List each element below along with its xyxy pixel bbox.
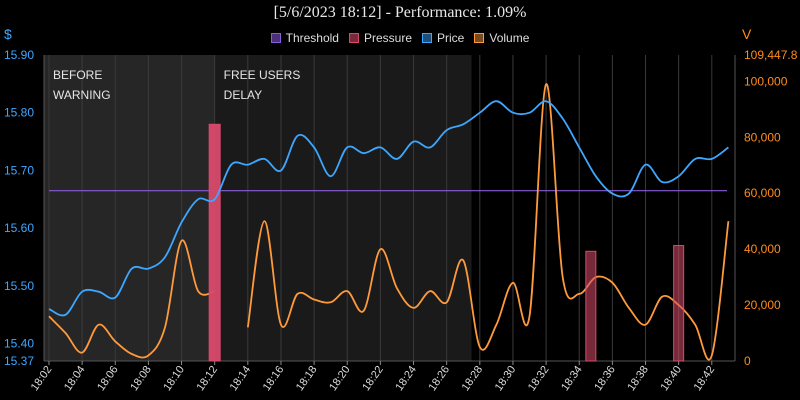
y-left-tick-label-2: 15.50 xyxy=(4,279,34,293)
x-tick-label-18: 18:38 xyxy=(625,364,651,393)
region-label-0-0: BEFORE xyxy=(53,68,102,82)
legend-item-volume[interactable]: Volume xyxy=(474,31,529,45)
legend-item-price[interactable]: Price xyxy=(422,31,464,45)
y-left-tick-label-0: 15.37 xyxy=(4,354,34,368)
y-right-tick-label-0: 0 xyxy=(744,354,751,368)
chart-title: [5/6/2023 18:12] - Performance: 1.09% xyxy=(273,4,527,21)
legend-swatch-pressure xyxy=(348,33,359,43)
x-tick-label-14: 18:30 xyxy=(493,364,519,393)
x-tick-label-20: 18:42 xyxy=(692,364,718,393)
y-right-tick-label-2: 40,000 xyxy=(744,242,781,256)
region-1 xyxy=(214,55,472,361)
x-tick-label-8: 18:18 xyxy=(294,364,320,393)
y-right-unit: V xyxy=(742,26,752,42)
x-tick-label-9: 18:20 xyxy=(327,364,353,393)
legend-label-price: Price xyxy=(437,31,465,45)
x-tick-label-15: 18:32 xyxy=(526,364,552,393)
legend: Threshold Pressure Price Volume xyxy=(0,31,800,45)
x-tick-label-0: 18:02 xyxy=(29,364,55,393)
y-right-tick-label-6: 109,447.8 xyxy=(744,48,798,62)
y-left-tick-label-3: 15.60 xyxy=(4,221,34,235)
x-tick-label-16: 18:34 xyxy=(559,364,585,393)
x-tick-label-17: 18:36 xyxy=(592,364,618,393)
pressure-bar-0 xyxy=(208,123,221,362)
y-right-tick-label-1: 20,000 xyxy=(744,298,781,312)
y-left-unit: $ xyxy=(4,26,12,42)
x-tick-label-3: 18:08 xyxy=(128,364,154,393)
x-tick-label-5: 18:12 xyxy=(195,364,221,393)
legend-label-volume: Volume xyxy=(489,31,530,45)
y-right-tick-label-3: 60,000 xyxy=(744,186,781,200)
x-tick-label-1: 18:04 xyxy=(62,364,88,393)
legend-item-pressure[interactable]: Pressure xyxy=(348,31,413,45)
x-tick-label-6: 18:14 xyxy=(228,364,254,393)
pressure-bar-2 xyxy=(673,245,685,362)
region-label-1-0: FREE USERS xyxy=(224,68,301,82)
pressure-bar-1 xyxy=(585,250,597,362)
region-0 xyxy=(44,55,215,361)
legend-label-pressure: Pressure xyxy=(363,31,413,45)
legend-swatch-volume xyxy=(474,33,485,43)
y-left-tick-label-4: 15.70 xyxy=(4,163,34,177)
y-left-tick-label-6: 15.90 xyxy=(4,48,34,62)
x-tick-label-19: 18:40 xyxy=(658,364,684,393)
y-right-tick-label-4: 80,000 xyxy=(744,130,781,144)
x-tick-label-12: 18:26 xyxy=(427,364,453,393)
region-label-1-1: DELAY xyxy=(224,88,262,102)
volume-line-0 xyxy=(48,239,215,359)
y-right-tick-label-5: 100,000 xyxy=(744,74,788,88)
x-tick-label-7: 18:16 xyxy=(261,364,287,393)
y-left-tick-label-5: 15.80 xyxy=(4,106,34,120)
x-tick-label-13: 18:28 xyxy=(460,364,486,393)
x-tick-label-4: 18:10 xyxy=(161,364,187,393)
region-label-0-1: WARNING xyxy=(53,88,111,102)
legend-swatch-price xyxy=(422,33,433,43)
legend-swatch-threshold xyxy=(270,33,281,43)
volume-line-1 xyxy=(246,83,730,361)
legend-label-threshold: Threshold xyxy=(285,31,339,45)
x-tick-label-11: 18:24 xyxy=(393,364,419,393)
legend-item-threshold[interactable]: Threshold xyxy=(270,31,339,45)
x-tick-label-10: 18:22 xyxy=(360,364,386,393)
y-left-tick-label-1: 15.40 xyxy=(4,337,34,351)
x-tick-label-2: 18:06 xyxy=(95,364,121,393)
price-line xyxy=(48,100,729,317)
